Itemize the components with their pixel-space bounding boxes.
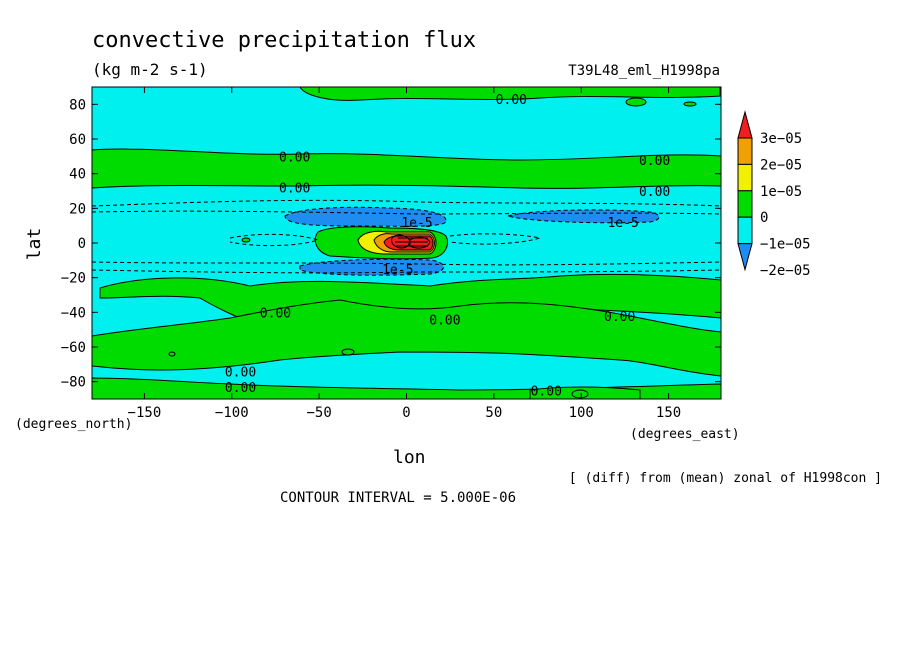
chart-units: (kg m-2 s-1) bbox=[92, 60, 208, 79]
x-axis-units: (degrees_east) bbox=[630, 427, 740, 442]
chart-title: convective precipitation flux bbox=[92, 28, 476, 53]
blue-region-south bbox=[299, 258, 444, 276]
colorbar-label: 0 bbox=[760, 210, 768, 226]
contour-label: 0.00 bbox=[429, 313, 460, 328]
green-region-north-midlat bbox=[92, 148, 721, 189]
contour-label: 0.00 bbox=[279, 182, 310, 197]
contour-label: 1e-5 bbox=[401, 216, 432, 231]
colorbar-label: −1e−05 bbox=[760, 237, 811, 253]
contour-label: 0.00 bbox=[496, 93, 527, 108]
contour-label: 0.00 bbox=[260, 306, 291, 321]
x-axis: −150 −100 −50 0 50 100 150 bbox=[128, 87, 681, 421]
contour-label: 1e-5 bbox=[382, 263, 413, 278]
y-tick-label: 0 bbox=[78, 236, 86, 252]
y-tick-label: 20 bbox=[69, 201, 86, 217]
blue-region-north-east bbox=[506, 209, 660, 224]
minor-contour-features bbox=[168, 97, 697, 399]
colorbar-label: 3e−05 bbox=[760, 131, 802, 147]
colorbar-label: −2e−05 bbox=[760, 263, 811, 279]
color-bar: 3e−05 2e−05 1e−05 0 −1e−05 −2e−05 bbox=[737, 110, 811, 279]
colorbar-top-arrow bbox=[737, 110, 753, 139]
x-tick-label: 100 bbox=[569, 405, 594, 421]
experiment-label: T39L48_eml_H1998pa bbox=[568, 63, 720, 79]
x-tick-label: −50 bbox=[306, 405, 331, 421]
y-tick-label: −40 bbox=[61, 305, 86, 321]
colorbar-segment bbox=[737, 137, 753, 165]
y-axis: −80 −60 −40 −20 0 20 40 60 80 bbox=[61, 97, 721, 391]
footnote: [ (diff) from (mean) zonal of H1998con ] bbox=[569, 471, 882, 486]
y-tick-label: −80 bbox=[61, 375, 86, 391]
contour-field bbox=[92, 87, 721, 399]
y-axis-units: (degrees_north) bbox=[15, 417, 132, 432]
contour-label: 0.00 bbox=[531, 384, 562, 399]
y-tick-label: −20 bbox=[61, 271, 86, 287]
y-axis-label: lat bbox=[24, 228, 45, 261]
contour-label: 0.00 bbox=[639, 185, 670, 200]
y-tick-label: 60 bbox=[69, 132, 86, 148]
contour-interval-label: CONTOUR INTERVAL = 5.000E-06 bbox=[280, 490, 516, 506]
x-tick-label: 0 bbox=[402, 405, 410, 421]
colorbar-segment bbox=[737, 163, 753, 192]
green-region-north-polar bbox=[299, 87, 721, 101]
x-tick-label: −150 bbox=[128, 405, 162, 421]
colorbar-segment bbox=[737, 216, 753, 245]
y-tick-label: −60 bbox=[61, 340, 86, 356]
negative-contour-lines bbox=[92, 199, 721, 274]
y-tick-label: 80 bbox=[69, 97, 86, 113]
y-tick-label: 40 bbox=[69, 167, 86, 183]
x-axis-label: lon bbox=[393, 447, 426, 468]
green-region-south-midlat bbox=[92, 299, 721, 377]
contour-label: 1e-5 bbox=[607, 216, 638, 231]
colorbar-label: 1e−05 bbox=[760, 184, 802, 200]
colorbar-segment bbox=[737, 190, 753, 218]
contour-label: 0.00 bbox=[279, 150, 310, 165]
contour-label: 0.00 bbox=[604, 310, 635, 325]
contour-label: 0.00 bbox=[225, 381, 256, 396]
tropical-contour-lines bbox=[391, 234, 431, 249]
contour-label: 0.00 bbox=[225, 365, 256, 380]
colorbar-label: 2e−05 bbox=[760, 157, 802, 173]
x-tick-label: −100 bbox=[215, 405, 249, 421]
colorbar-bottom-arrow bbox=[737, 243, 753, 272]
x-tick-label: 50 bbox=[485, 405, 502, 421]
contour-label: 0.00 bbox=[639, 154, 670, 169]
x-tick-label: 150 bbox=[656, 405, 681, 421]
